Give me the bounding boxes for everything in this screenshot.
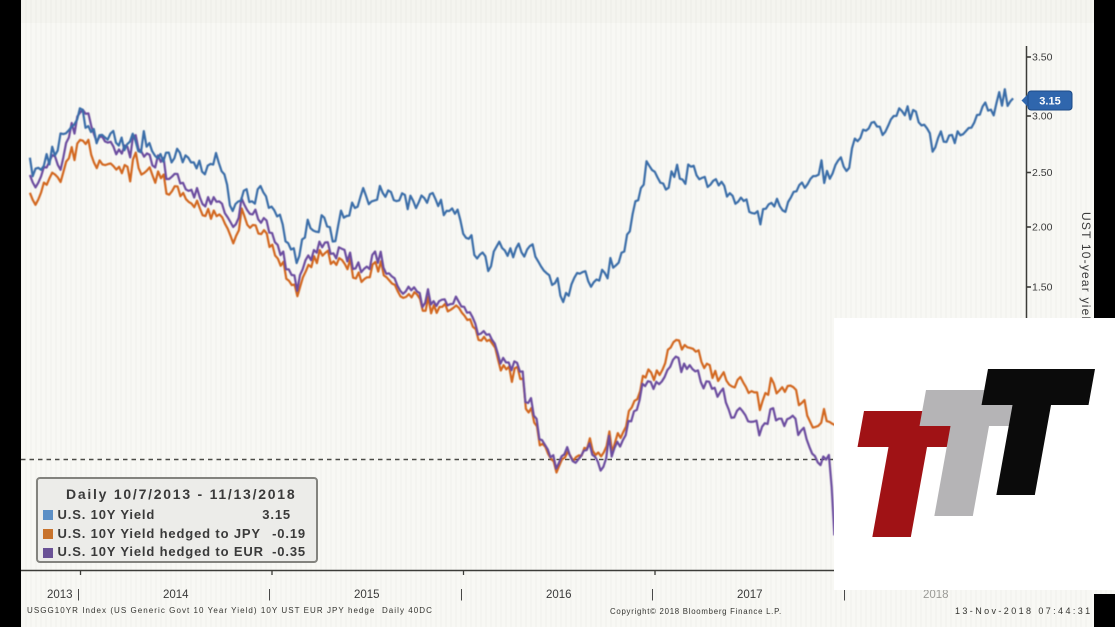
svg-text:UST 10-year yiel: UST 10-year yiel <box>1079 212 1093 320</box>
svg-text:1.50: 1.50 <box>1032 282 1053 294</box>
svg-text:2.50: 2.50 <box>1032 167 1053 179</box>
svg-text:3.00: 3.00 <box>1032 111 1053 123</box>
svg-text:3.50: 3.50 <box>1032 52 1053 64</box>
svg-text:2.00: 2.00 <box>1032 222 1053 234</box>
svg-text:3.15: 3.15 <box>1039 96 1060 108</box>
